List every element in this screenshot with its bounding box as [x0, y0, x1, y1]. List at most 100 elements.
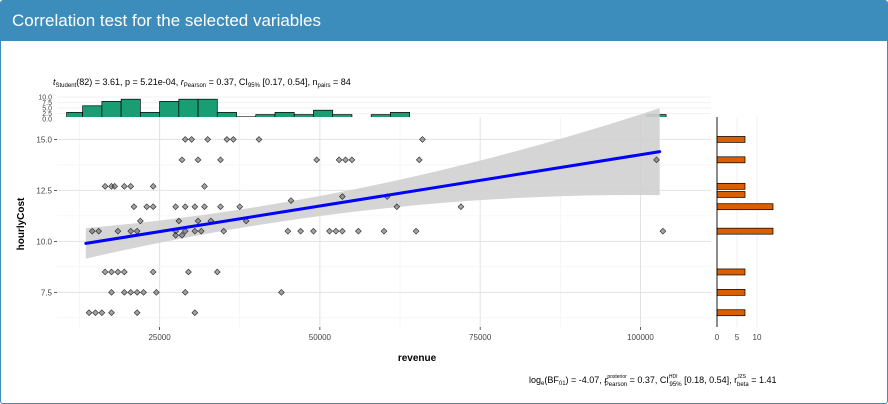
data-point — [149, 268, 157, 276]
data-point — [98, 309, 106, 317]
data-point — [172, 203, 179, 211]
right-hist-tick-label: 0 — [715, 333, 720, 342]
panel-title: Correlation test for the selected variab… — [12, 11, 321, 30]
data-point — [178, 156, 186, 164]
data-point — [101, 182, 109, 190]
right-hist-bar — [716, 227, 774, 235]
right-hist-bar — [716, 288, 746, 296]
data-point — [120, 182, 128, 190]
data-point — [412, 227, 420, 235]
top-hist-tick-label: 2.5 — [42, 111, 52, 118]
data-point — [95, 227, 103, 235]
data-point — [114, 268, 122, 276]
data-point — [653, 156, 660, 164]
y-tick-label: 10.0 — [36, 237, 52, 246]
data-point — [297, 227, 304, 235]
data-point — [178, 231, 186, 239]
top-hist-bar — [178, 98, 199, 120]
top-hist-tick-label: 10.0 — [38, 95, 52, 102]
data-point — [204, 136, 212, 143]
data-point — [278, 289, 285, 296]
data-point — [326, 227, 333, 235]
data-point — [217, 156, 224, 164]
right-hist-bar — [716, 268, 746, 276]
right-hist-bar — [716, 203, 774, 211]
data-point — [149, 182, 157, 190]
x-tick-label: 50000 — [309, 333, 332, 342]
data-point — [255, 136, 263, 143]
data-point — [181, 136, 189, 143]
scatter-points — [85, 136, 667, 317]
data-point — [101, 268, 109, 276]
y-tick-label: 7.5 — [41, 288, 53, 297]
data-point — [140, 289, 147, 296]
top-hist-bar — [101, 101, 122, 120]
data-point — [220, 227, 228, 235]
data-point — [114, 227, 122, 235]
top-hist-tick-label: 7.5 — [42, 100, 52, 107]
data-point — [108, 309, 115, 317]
data-point — [415, 156, 423, 164]
data-point — [313, 156, 321, 164]
top-hist-tick-label: 0.0 — [42, 117, 52, 124]
data-point — [188, 136, 195, 143]
y-tick-label: 12.5 — [36, 186, 52, 195]
data-point — [120, 289, 128, 296]
data-point — [332, 227, 340, 235]
data-point — [310, 227, 317, 235]
panel-header: Correlation test for the selected variab… — [1, 1, 887, 41]
data-point — [130, 203, 138, 211]
data-point — [191, 203, 199, 211]
data-point — [85, 309, 93, 317]
data-point — [342, 156, 349, 164]
data-point — [172, 231, 179, 239]
correlation-plot: tStudent(82) = 3.61, p = 5.21e-04, rPear… — [16, 77, 776, 388]
data-point — [213, 268, 221, 276]
data-point — [88, 227, 96, 235]
data-point — [287, 197, 295, 204]
data-point — [137, 217, 144, 225]
data-point — [175, 217, 183, 225]
data-point — [181, 289, 189, 296]
data-point — [143, 203, 151, 211]
data-point — [181, 203, 189, 211]
x-tick-label: 100000 — [627, 333, 654, 342]
y-tick-label: 15.0 — [36, 135, 52, 144]
top-hist-tick-label: 5.0 — [42, 106, 52, 113]
data-point — [348, 156, 356, 164]
data-point — [457, 203, 465, 211]
data-point — [108, 289, 115, 296]
data-point — [335, 156, 343, 164]
data-point — [127, 289, 135, 296]
data-point — [127, 227, 135, 235]
x-tick-label: 25000 — [148, 333, 171, 342]
y-axis-title: hourlyCost — [16, 197, 27, 250]
y-marginal-histogram: 0 5 10 — [715, 117, 774, 342]
x-tick-label: 75000 — [469, 333, 492, 342]
data-point — [217, 203, 224, 211]
data-point — [120, 268, 128, 276]
data-point — [338, 193, 346, 200]
right-hist-bar — [716, 156, 746, 164]
data-point — [223, 136, 231, 143]
data-point — [92, 309, 99, 317]
data-point — [393, 203, 401, 211]
data-point — [194, 217, 202, 225]
regression-line — [84, 150, 662, 245]
data-point — [242, 217, 250, 225]
top-hist-bar — [120, 98, 141, 120]
data-point — [659, 227, 667, 235]
data-point — [108, 268, 115, 276]
data-point — [191, 227, 199, 235]
data-point — [194, 156, 202, 164]
regression-line-path — [84, 150, 662, 245]
data-point — [284, 227, 292, 235]
data-point — [201, 182, 208, 190]
data-point — [127, 182, 135, 190]
data-point — [153, 289, 160, 296]
data-point — [181, 227, 189, 235]
data-point — [419, 136, 426, 143]
data-point — [197, 227, 205, 235]
data-point — [380, 227, 388, 235]
